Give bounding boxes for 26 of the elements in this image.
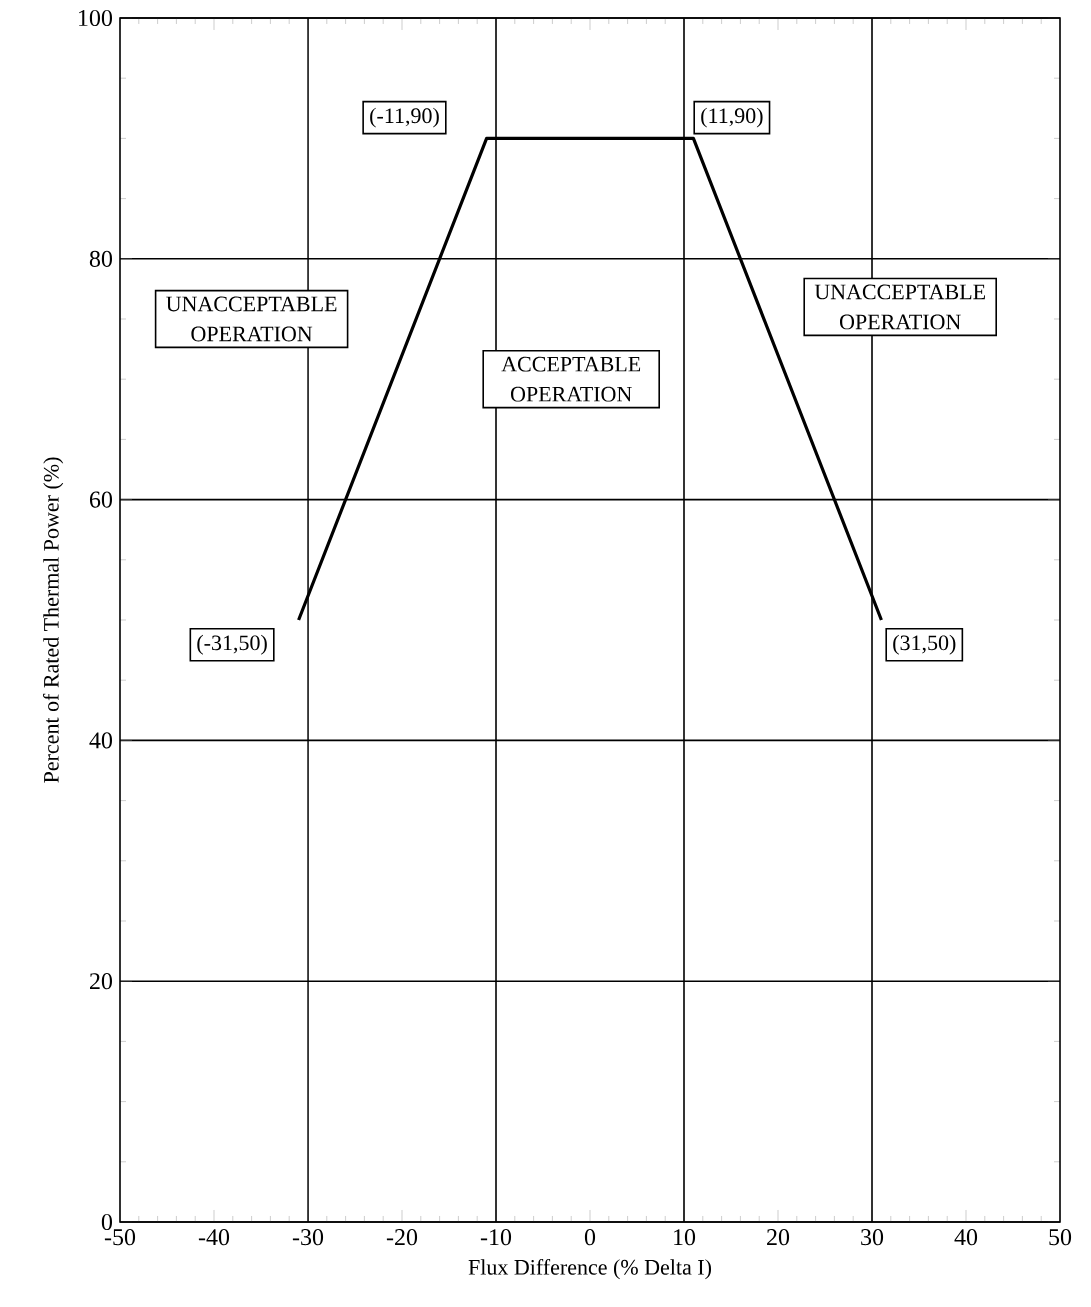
annotation: ACCEPTABLE OPERATION [501, 356, 641, 402]
annotation: (-11,90) [370, 107, 439, 128]
x-tick-label: -20 [386, 1229, 418, 1246]
x-tick-label: -30 [292, 1229, 324, 1246]
y-tick-label: 0 [101, 1213, 113, 1231]
annotation: (31,50) [893, 634, 956, 655]
annotation: UNACCEPTABLE OPERATION [166, 296, 337, 342]
x-tick-label: -40 [198, 1229, 230, 1246]
x-tick-label: 20 [767, 1229, 790, 1246]
x-axis-title: Flux Difference (% Delta I) [468, 1258, 712, 1280]
x-tick-label: 10 [674, 1229, 696, 1246]
y-tick-label: 80 [89, 250, 113, 267]
annotation: (11,90) [701, 107, 763, 128]
annotation: UNACCEPTABLE OPERATION [814, 284, 985, 330]
y-tick-label: 60 [89, 491, 113, 508]
x-tick-label: -10 [480, 1229, 512, 1246]
x-tick-label: -50 [104, 1229, 136, 1246]
annotation: (-31,50) [197, 634, 267, 655]
x-tick-label: 30 [861, 1229, 884, 1246]
x-tick-label: 0 [584, 1229, 596, 1246]
x-tick-label: 40 [954, 1229, 978, 1246]
y-axis-title: Percent of Rated Thermal Power (%) [43, 457, 64, 783]
x-tick-label: 50 [1049, 1229, 1072, 1246]
y-tick-label: 40 [89, 732, 113, 749]
y-tick-label: 100 [79, 9, 113, 27]
y-tick-label: 20 [90, 973, 113, 990]
